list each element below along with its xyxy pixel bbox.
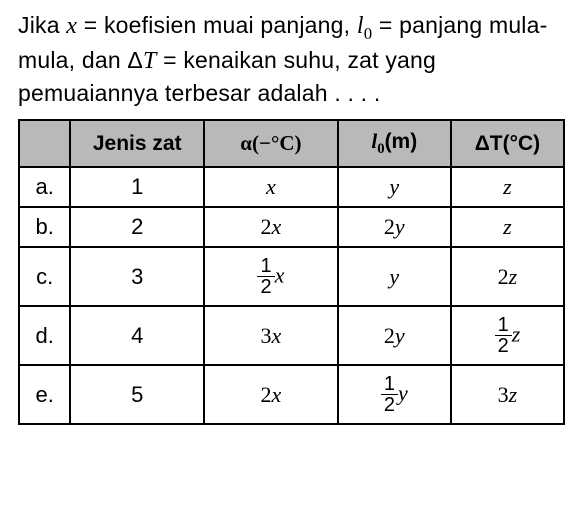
cell-l0: 12y — [338, 365, 451, 424]
cell-alpha: x — [204, 167, 338, 207]
cell-jenis: 1 — [70, 167, 204, 207]
cell-l0: y — [338, 167, 451, 207]
option-label: e. — [19, 365, 70, 424]
cell-dT: 3z — [451, 365, 564, 424]
cell-alpha: 2x — [204, 365, 338, 424]
table-row: a.1xyz — [19, 167, 564, 207]
q-var-l0-sub: 0 — [364, 24, 373, 43]
table-row: e.52x12y3z — [19, 365, 564, 424]
question-text: Jika x = koefisien muai panjang, l0 = pa… — [18, 10, 565, 109]
cell-jenis: 4 — [70, 306, 204, 365]
header-jenis: Jenis zat — [70, 120, 204, 167]
cell-jenis: 2 — [70, 207, 204, 247]
header-dT: ΔT(°C) — [451, 120, 564, 167]
table-row: b.22x2yz — [19, 207, 564, 247]
cell-dT: z — [451, 167, 564, 207]
q-var-l0: l0 — [357, 13, 372, 39]
header-dT-text: ΔT(°C) — [475, 132, 540, 155]
cell-jenis: 5 — [70, 365, 204, 424]
header-alpha: α(−°C) — [204, 120, 338, 167]
cell-l0: 2y — [338, 207, 451, 247]
cell-dT: 2z — [451, 247, 564, 306]
cell-jenis: 3 — [70, 247, 204, 306]
cell-l0: 2y — [338, 306, 451, 365]
header-l0-sub: 0 — [377, 141, 384, 157]
table-body: a.1xyzb.22x2yzc.312xy2zd.43x2y12ze.52x12… — [19, 167, 564, 424]
cell-alpha: 3x — [204, 306, 338, 365]
cell-l0: y — [338, 247, 451, 306]
cell-alpha: 12x — [204, 247, 338, 306]
option-label: b. — [19, 207, 70, 247]
cell-dT: 12z — [451, 306, 564, 365]
q-var-x: x — [66, 13, 77, 39]
q-part-2: = koefisien muai panjang, — [77, 12, 357, 38]
header-alpha-text: α(−°C) — [240, 131, 301, 155]
q-var-T: T — [143, 48, 157, 74]
table-row: d.43x2y12z — [19, 306, 564, 365]
cell-dT: z — [451, 207, 564, 247]
table-header-row: Jenis zat α(−°C) l0(m) ΔT(°C) — [19, 120, 564, 167]
options-table: Jenis zat α(−°C) l0(m) ΔT(°C) a.1xyzb.22… — [18, 119, 565, 425]
cell-alpha: 2x — [204, 207, 338, 247]
q-part-1: Jika — [18, 12, 66, 38]
option-label: d. — [19, 306, 70, 365]
header-l0: l0(m) — [338, 120, 451, 167]
header-blank — [19, 120, 70, 167]
q-var-l0-base: l — [357, 13, 364, 39]
header-l0-unit: (m) — [385, 130, 418, 153]
option-label: a. — [19, 167, 70, 207]
option-label: c. — [19, 247, 70, 306]
table-row: c.312xy2z — [19, 247, 564, 306]
